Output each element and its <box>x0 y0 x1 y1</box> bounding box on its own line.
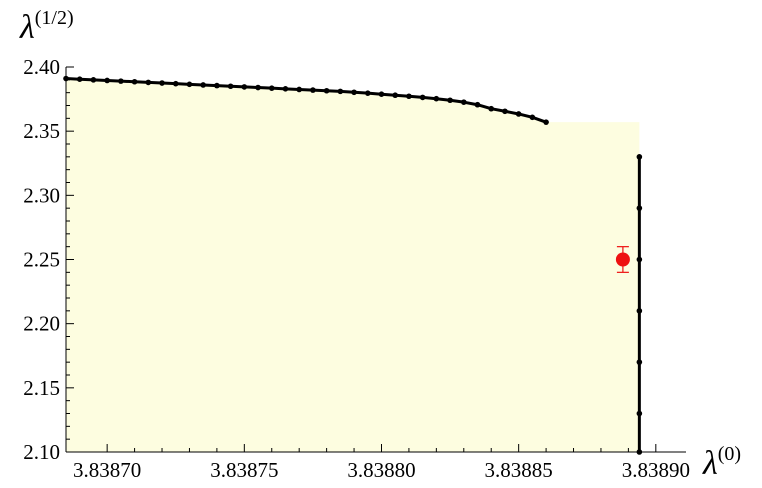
y-tick-label: 2.40 <box>23 55 60 79</box>
series-point <box>636 205 643 211</box>
series-point <box>131 78 138 85</box>
series-point <box>474 101 481 108</box>
x-tick-label: 3.83890 <box>622 458 690 482</box>
series-point <box>378 91 385 98</box>
tick-labels: 3.83870 3.83875 3.83880 3.83885 3.83890 2.10 2… <box>23 55 690 482</box>
y-tick-label: 2.10 <box>23 440 60 464</box>
y-tick-label: 2.30 <box>23 183 60 207</box>
series-point <box>104 77 110 84</box>
series-point <box>172 80 179 87</box>
series-point <box>296 86 302 93</box>
series-point <box>76 76 83 82</box>
series-point <box>145 79 152 86</box>
series-point <box>351 89 357 96</box>
boundary-series <box>63 75 643 455</box>
x-tick-label: 3.83880 <box>347 458 415 482</box>
x-tick-label: 3.83870 <box>73 458 141 482</box>
series-point <box>529 114 536 121</box>
series-point <box>636 410 643 417</box>
data-point-with-error <box>615 246 630 273</box>
series-point <box>63 75 69 82</box>
series-point <box>186 81 193 88</box>
series-point <box>636 449 643 455</box>
series-point <box>159 80 165 86</box>
series-point <box>90 77 97 83</box>
series-point <box>502 108 508 115</box>
series-point <box>447 97 453 104</box>
y-tick-label: 2.20 <box>23 312 60 336</box>
series-point <box>488 105 495 112</box>
series-point <box>636 359 643 365</box>
series-point <box>406 93 412 100</box>
axis-ticks <box>66 66 657 453</box>
y-axis-label: λ(1/2) <box>19 7 74 46</box>
x-axis-label-sup: (0) <box>718 443 741 465</box>
y-axis-label-main: λ <box>19 9 35 46</box>
series-point <box>636 308 643 314</box>
x-axis-label-main: λ <box>702 445 718 482</box>
series-point <box>323 87 330 94</box>
series-point <box>392 92 399 99</box>
series-point <box>543 119 549 125</box>
data-point-marker <box>615 252 630 267</box>
y-axis-label-sup: (1/2) <box>35 7 74 29</box>
series-point <box>255 84 261 91</box>
series-point <box>310 87 316 93</box>
series-point <box>636 256 643 263</box>
series-point <box>227 83 234 90</box>
series-point <box>118 78 124 84</box>
y-tick-label: 2.35 <box>23 119 60 143</box>
series-point <box>636 154 643 160</box>
series-point <box>433 95 440 102</box>
x-axis-label: λ(0) <box>702 443 741 482</box>
allowed-region-fill <box>66 78 640 453</box>
series-point <box>460 99 467 105</box>
y-tick-label: 2.15 <box>23 376 60 400</box>
series-point <box>515 111 522 117</box>
y-tick-label: 2.25 <box>23 248 60 272</box>
series-point <box>337 88 344 95</box>
x-tick-label: 3.83875 <box>210 458 278 482</box>
series-point <box>241 84 248 90</box>
x-tick-label: 3.83885 <box>485 458 553 482</box>
series-point <box>364 90 371 96</box>
series-point <box>200 82 206 88</box>
series-point <box>282 86 289 92</box>
series-point <box>268 85 275 91</box>
series-point <box>419 94 426 101</box>
series-point <box>214 82 220 89</box>
